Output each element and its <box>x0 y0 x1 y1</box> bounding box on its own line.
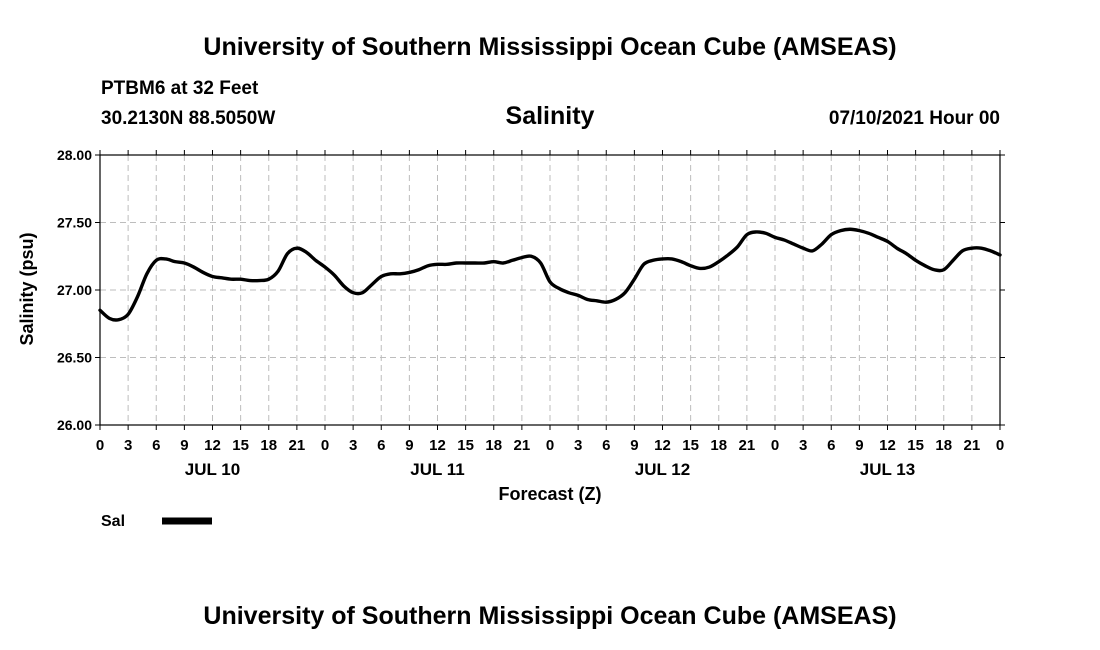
x-tick-label: 15 <box>232 437 249 454</box>
x-tick-label: 9 <box>855 437 863 454</box>
x-tick-label: 6 <box>602 437 610 454</box>
x-tick-label: 18 <box>485 437 502 454</box>
x-tick-label: 15 <box>457 437 474 454</box>
series-line-sal <box>98 227 1002 322</box>
day-label: JUL 12 <box>635 460 690 479</box>
x-tick-label: 12 <box>429 437 446 454</box>
x-tick-label: 0 <box>996 437 1004 454</box>
tick-labels: 0 3 6 9 12 15 18 21 0 3 6 9 12 15 18 21 0 3 6 9 12 15 18 21 0 3 6 9… <box>57 147 1004 479</box>
day-label: JUL 13 <box>860 460 915 479</box>
grid-lines <box>100 155 1000 425</box>
x-tick-label: 21 <box>514 437 531 454</box>
x-tick-label: 21 <box>289 437 306 454</box>
x-tick-label: 0 <box>771 437 779 454</box>
chart-axes <box>95 150 1005 430</box>
y-tick-label: 27.00 <box>57 282 92 298</box>
series-layer <box>98 227 1002 322</box>
x-tick-label: 21 <box>739 437 756 454</box>
y-tick-label: 26.00 <box>57 417 92 433</box>
x-tick-label: 6 <box>827 437 835 454</box>
x-tick-label: 6 <box>152 437 160 454</box>
x-tick-label: 0 <box>96 437 104 454</box>
forecast-datetime-label: 07/10/2021 Hour 00 <box>829 108 1000 129</box>
x-tick-label: 21 <box>964 437 981 454</box>
x-tick-label: 18 <box>710 437 727 454</box>
legend-label: Sal <box>101 513 125 530</box>
day-label: JUL 10 <box>185 460 240 479</box>
x-tick-label: 12 <box>879 437 896 454</box>
legend: Sal <box>101 513 212 530</box>
coordinates-label: 30.2130N 88.5050W <box>101 108 275 129</box>
x-tick-label: 3 <box>574 437 582 454</box>
x-tick-label: 6 <box>377 437 385 454</box>
x-tick-label: 3 <box>349 437 357 454</box>
x-axis-label: Forecast (Z) <box>498 484 601 504</box>
y-tick-label: 26.50 <box>57 350 92 366</box>
y-tick-label: 27.50 <box>57 215 92 231</box>
chart-variable-title: Salinity <box>506 102 595 130</box>
x-tick-label: 18 <box>260 437 277 454</box>
x-tick-label: 18 <box>935 437 952 454</box>
x-tick-label: 3 <box>799 437 807 454</box>
station-label: PTBM6 at 32 Feet <box>101 78 259 99</box>
x-tick-label: 12 <box>654 437 671 454</box>
x-tick-label: 12 <box>204 437 221 454</box>
x-tick-label: 15 <box>682 437 699 454</box>
day-label: JUL 11 <box>410 460 465 479</box>
x-tick-label: 0 <box>546 437 554 454</box>
x-tick-label: 9 <box>405 437 413 454</box>
x-tick-label: 15 <box>907 437 924 454</box>
x-tick-label: 9 <box>180 437 188 454</box>
x-tick-label: 9 <box>630 437 638 454</box>
x-tick-label: 3 <box>124 437 132 454</box>
y-axis-label: Salinity (psu) <box>17 232 37 345</box>
x-tick-label: 0 <box>321 437 329 454</box>
chart-footer-title: University of Southern Mississippi Ocean… <box>203 602 896 630</box>
y-tick-label: 28.00 <box>57 147 92 163</box>
chart-header-title: University of Southern Mississippi Ocean… <box>203 33 896 61</box>
